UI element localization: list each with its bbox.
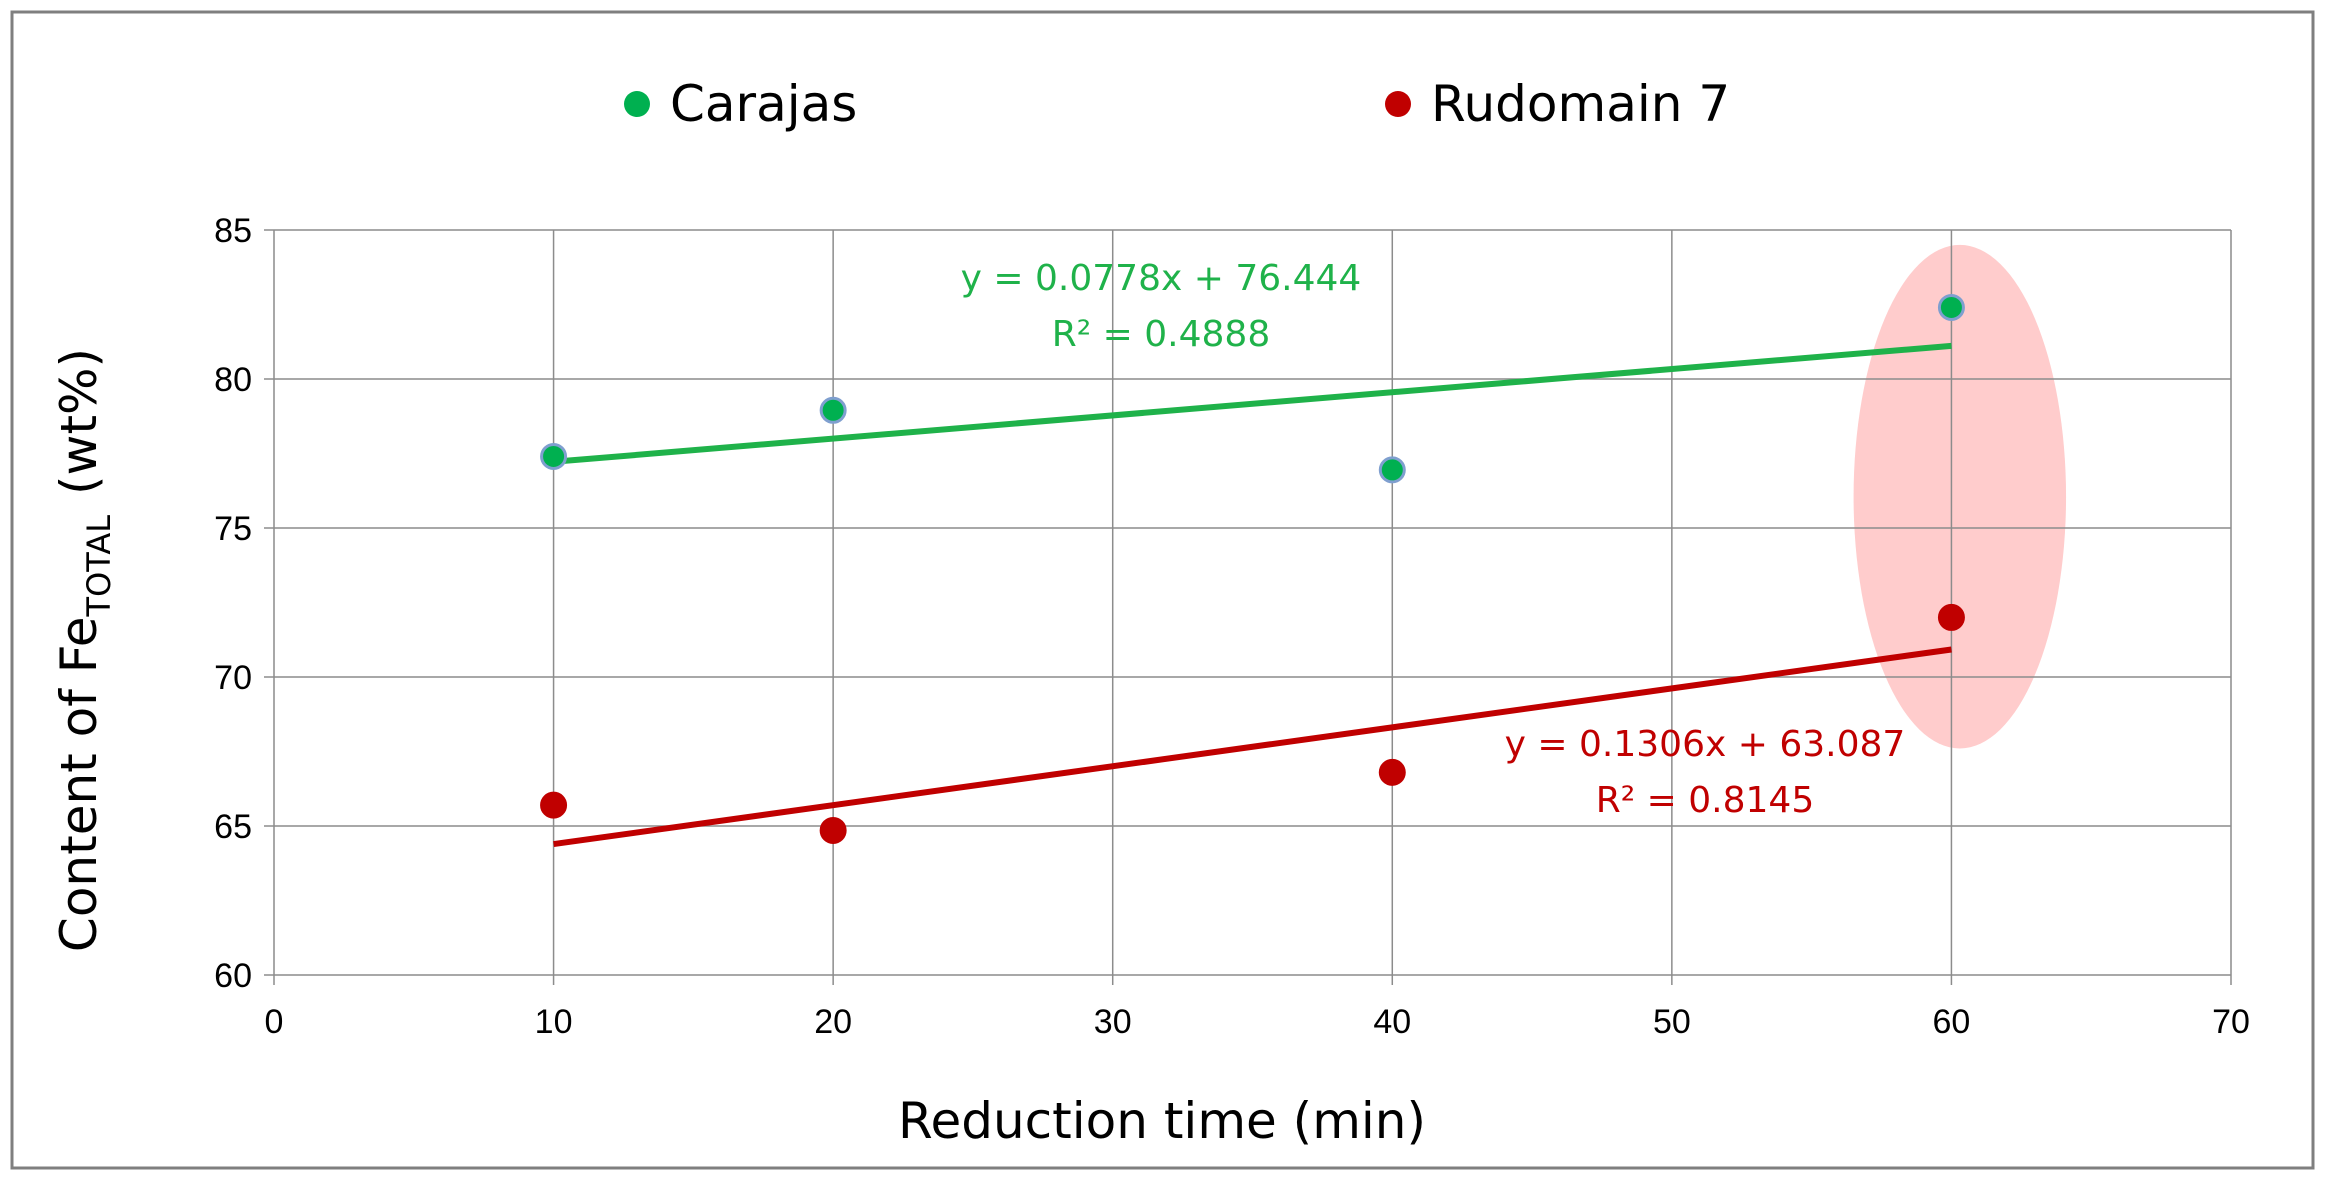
- tick-label-layer: 60 65 70 75 80 85 0 10 20 30 40 50 60 70: [214, 212, 2250, 1041]
- x-tick-label-60: 60: [1933, 1003, 1971, 1041]
- data-point-layer: [540, 293, 1965, 844]
- y-axis-title-suffix: (wt%): [50, 348, 108, 495]
- x-tick-label-50: 50: [1653, 1003, 1691, 1041]
- data-point-carajas-x20: [819, 396, 847, 424]
- y-axis-title: Content of FeTOTAL (wt%): [50, 348, 118, 952]
- r2-label-carajas: R² = 0.4888: [1052, 314, 1270, 355]
- annotation-layer: [1853, 244, 2067, 749]
- equation-label-rudomain-7: y = 0.1306x + 63.087: [1505, 724, 1906, 765]
- highlight-ellipse: [1853, 244, 2067, 749]
- y-axis-title-subscript: TOTAL: [80, 515, 118, 618]
- trendline-layer: [553, 342, 1952, 848]
- data-point-carajas-x10: [540, 442, 568, 470]
- equation-label-carajas: y = 0.0778x + 76.444: [961, 258, 1362, 299]
- data-point-carajas-x60: [1937, 293, 1965, 321]
- data-point-rudomain-7-x40: [1378, 758, 1406, 786]
- r2-label-rudomain-7: R² = 0.8145: [1596, 780, 1814, 821]
- y-tick-label-85: 85: [214, 212, 252, 250]
- y-tick-label-60: 60: [214, 957, 252, 995]
- grid-layer: [264, 229, 2232, 985]
- legend-marker-rudomain-7: [1385, 91, 1411, 117]
- data-point-rudomain-7-x20: [819, 816, 847, 844]
- trendline-equation-rudomain-7: y = 0.1306x + 63.087 R² = 0.8145: [1505, 724, 1906, 821]
- y-tick-label-80: 80: [214, 361, 252, 399]
- y-tick-label-75: 75: [214, 510, 252, 548]
- x-tick-label-40: 40: [1373, 1003, 1411, 1041]
- data-point-rudomain-7-x60: [1937, 603, 1965, 631]
- x-axis-title: Reduction time (min): [898, 1092, 1426, 1150]
- data-point-carajas-x40: [1378, 456, 1406, 484]
- x-tick-label-20: 20: [814, 1003, 852, 1041]
- legend-label-carajas: Carajas: [670, 75, 857, 133]
- trendline-rudomain-7: [553, 646, 1952, 848]
- x-tick-label-10: 10: [535, 1003, 573, 1041]
- legend: Carajas Rudomain 7: [624, 75, 1730, 133]
- data-point-rudomain-7-x10: [540, 791, 568, 819]
- x-tick-label-70: 70: [2212, 1003, 2250, 1041]
- y-tick-label-70: 70: [214, 659, 252, 697]
- y-axis-title-prefix: Content of Fe: [50, 616, 108, 952]
- x-tick-label-0: 0: [265, 1003, 284, 1041]
- legend-label-rudomain-7: Rudomain 7: [1431, 75, 1730, 133]
- x-tick-label-30: 30: [1094, 1003, 1132, 1041]
- trendline-equation-carajas: y = 0.0778x + 76.444 R² = 0.4888: [961, 258, 1362, 355]
- y-tick-label-65: 65: [214, 808, 252, 846]
- legend-marker-carajas: [624, 91, 650, 117]
- trendline-carajas: [553, 342, 1952, 465]
